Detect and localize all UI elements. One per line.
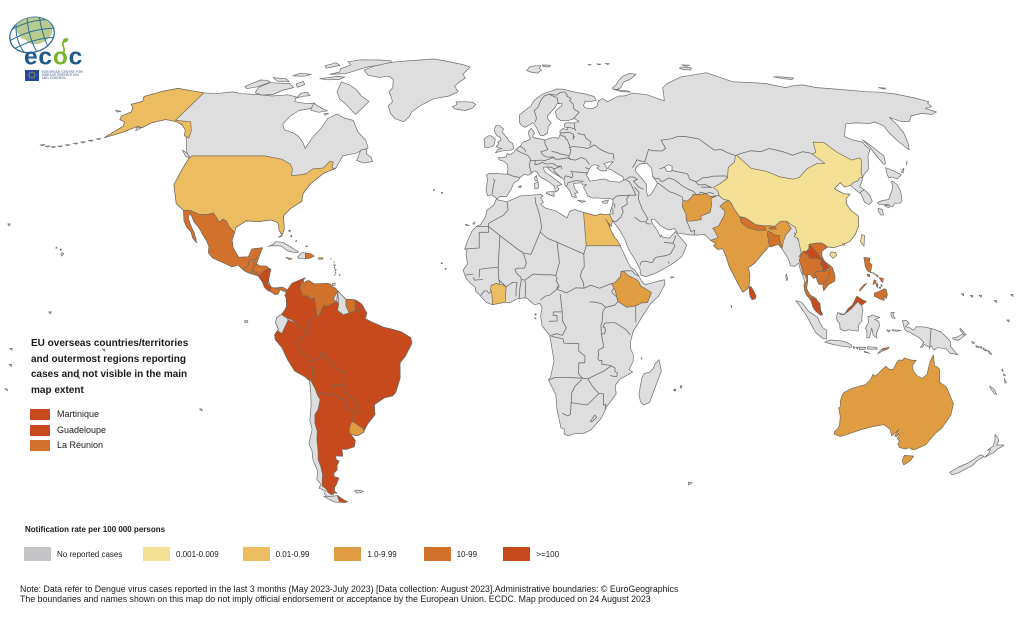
svg-text:ecoc: ecoc — [24, 44, 83, 71]
